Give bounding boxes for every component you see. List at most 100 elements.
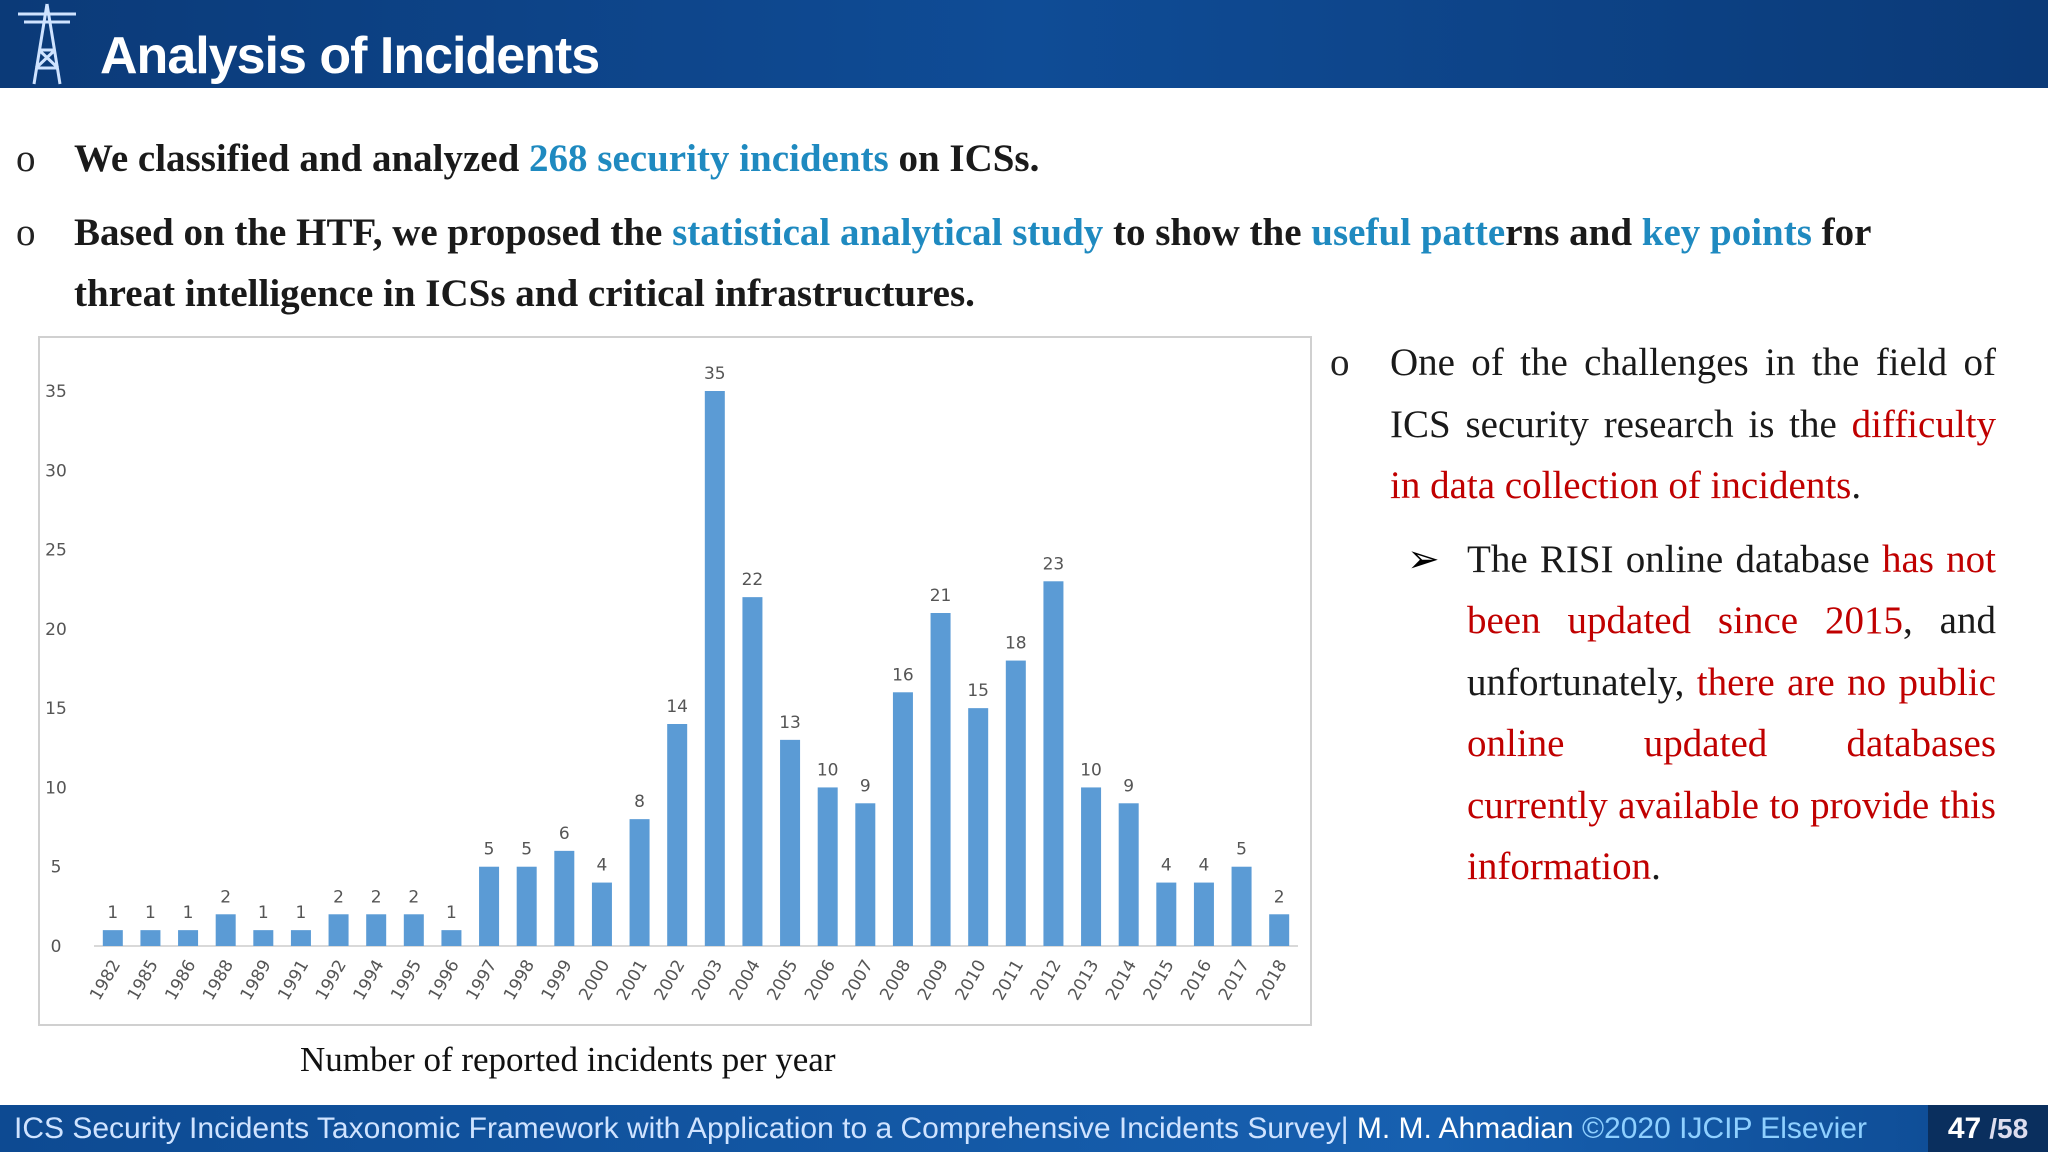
tower-icon xyxy=(18,3,76,85)
value-label: 5 xyxy=(521,840,532,860)
value-label: 10 xyxy=(1080,760,1102,780)
value-label: 13 xyxy=(779,713,801,733)
bullet-text: Based on the HTF, we proposed the statis… xyxy=(74,202,1894,324)
bar xyxy=(441,930,462,946)
footer: ICS Security Incidents Taxonomic Framewo… xyxy=(0,1105,2048,1152)
bar xyxy=(1118,803,1139,946)
value-label: 2 xyxy=(408,887,419,907)
bar xyxy=(742,597,763,946)
value-label: 9 xyxy=(860,776,871,796)
value-label: 35 xyxy=(704,364,726,384)
value-label: 8 xyxy=(634,792,645,812)
bar xyxy=(968,708,989,946)
bullet: o Based on the HTF, we proposed the stati… xyxy=(16,202,1894,324)
bar xyxy=(253,930,274,946)
value-label: 18 xyxy=(1005,634,1027,654)
x-tick-label: 1985 xyxy=(124,957,163,1004)
value-label: 15 xyxy=(967,681,989,701)
text-run: Based on the HTF, we proposed the xyxy=(74,211,673,254)
bullet-text: We classified and analyzed 268 security … xyxy=(74,128,1894,189)
x-tick-label: 1995 xyxy=(387,957,426,1004)
value-label: 4 xyxy=(1161,856,1172,876)
bar xyxy=(629,819,650,946)
x-tick-label: 1991 xyxy=(274,957,313,1004)
side-text: o One of the challenges in the field of … xyxy=(1330,332,1996,898)
y-tick-label: 25 xyxy=(45,541,67,561)
x-tick-label: 2017 xyxy=(1215,957,1254,1004)
bar xyxy=(1231,866,1252,946)
bar xyxy=(1269,914,1290,946)
text-run: One of the challenges in the field of IC… xyxy=(1390,341,1996,446)
value-label: 16 xyxy=(892,665,914,685)
y-tick-label: 20 xyxy=(45,620,67,640)
x-tick-label: 2018 xyxy=(1253,957,1292,1004)
x-tick-label: 2014 xyxy=(1102,957,1141,1004)
y-tick-label: 10 xyxy=(45,778,67,798)
bar xyxy=(780,739,801,946)
x-tick-label: 1989 xyxy=(237,957,276,1004)
y-tick-label: 15 xyxy=(45,699,67,719)
x-tick-label: 1986 xyxy=(161,957,200,1004)
value-label: 22 xyxy=(742,570,764,590)
value-label: 9 xyxy=(1123,776,1134,796)
chart-caption: Number of reported incidents per year xyxy=(300,1040,836,1079)
text-run: to show the xyxy=(1103,211,1312,254)
bar xyxy=(479,866,500,946)
text-run: ©2020 IJCIP Elsevier xyxy=(1581,1112,1867,1145)
value-label: 2 xyxy=(1274,887,1285,907)
x-tick-label: 2013 xyxy=(1064,957,1103,1004)
value-label: 1 xyxy=(258,903,269,923)
footer-text: ICS Security Incidents Taxonomic Framewo… xyxy=(14,1105,1867,1152)
x-tick-label: 2016 xyxy=(1177,957,1216,1004)
x-tick-label: 1988 xyxy=(199,957,238,1004)
text-run: We classified and analyzed xyxy=(74,137,530,180)
y-tick-label: 30 xyxy=(45,461,67,481)
bar xyxy=(366,914,387,946)
bar xyxy=(178,930,199,946)
x-tick-label: 1998 xyxy=(500,957,539,1004)
bar xyxy=(1193,882,1214,946)
x-tick-label: 1992 xyxy=(312,957,351,1004)
bar xyxy=(892,692,913,946)
value-label: 4 xyxy=(597,856,608,876)
text-run: M. M. Ahmadian xyxy=(1356,1112,1582,1145)
text-run: on ICSs. xyxy=(888,137,1040,180)
bar xyxy=(328,914,349,946)
value-label: 1 xyxy=(446,903,457,923)
value-label: 6 xyxy=(559,824,570,844)
x-tick-label: 2007 xyxy=(839,957,878,1004)
bar xyxy=(215,914,236,946)
x-tick-label: 2012 xyxy=(1027,957,1066,1004)
bar xyxy=(591,882,612,946)
bar xyxy=(930,613,951,946)
text-run: has not been updated since 2015 xyxy=(1467,537,1997,643)
value-label: 4 xyxy=(1199,856,1210,876)
bar xyxy=(1005,660,1026,946)
x-tick-label: 1994 xyxy=(350,957,389,1004)
value-label: 1 xyxy=(296,903,307,923)
bar xyxy=(102,930,123,946)
x-tick-label: 2008 xyxy=(876,957,915,1004)
text-run: difficulty in data collection of inciden… xyxy=(1390,402,1996,508)
text-run: 268 security incidents xyxy=(529,137,889,180)
value-label: 2 xyxy=(333,887,344,907)
value-label: 5 xyxy=(484,840,495,860)
x-tick-label: 2005 xyxy=(763,957,802,1004)
x-tick-label: 2002 xyxy=(651,957,690,1004)
x-tick-label: 2001 xyxy=(613,957,652,1004)
bar xyxy=(817,787,838,946)
x-tick-label: 1997 xyxy=(462,957,501,1004)
x-tick-label: 2006 xyxy=(801,957,840,1004)
value-label: 5 xyxy=(1236,840,1247,860)
x-tick-label: 1999 xyxy=(538,957,577,1004)
value-label: 1 xyxy=(107,903,118,923)
text-run: . xyxy=(1651,845,1661,888)
bar xyxy=(667,724,688,946)
sub-bullet: ➢ The RISI online database has not been u… xyxy=(1407,537,1997,889)
text-run: ICS Security Incidents Taxonomic Framewo… xyxy=(14,1112,1357,1145)
text-run: there are no public online updated datab… xyxy=(1467,660,1996,889)
bar xyxy=(1043,581,1064,946)
page-total: /58 xyxy=(1989,1113,2029,1144)
chart: 0510152025303511982119851198621988119891… xyxy=(45,364,1298,1004)
value-label: 2 xyxy=(371,887,382,907)
